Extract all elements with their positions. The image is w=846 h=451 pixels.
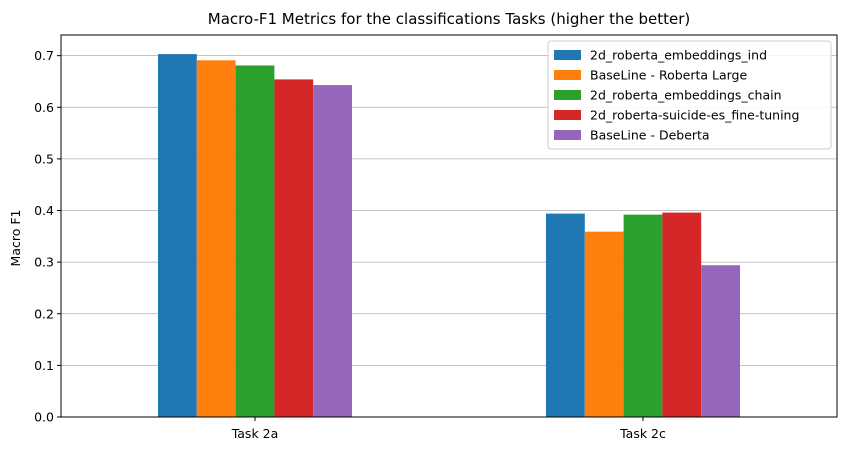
y-tick-label: 0.5	[34, 151, 54, 166]
bar	[584, 231, 624, 417]
bar	[701, 265, 740, 417]
legend-label: 2d_roberta_embeddings_ind	[590, 48, 767, 63]
plot-frame	[60, 34, 838, 418]
bars-group	[158, 54, 740, 418]
bar	[662, 212, 702, 417]
legend-swatch	[554, 70, 581, 80]
bar	[196, 60, 236, 418]
bar	[235, 65, 275, 417]
y-tick-label: 0.4	[34, 203, 54, 218]
bar	[623, 214, 663, 417]
y-axis-label: Macro F1	[8, 210, 23, 267]
legend-swatch	[554, 50, 581, 60]
legend-swatch	[554, 90, 581, 100]
x-tick-label: Task 2a	[231, 426, 279, 441]
y-axis-ticks: 0.0 0.1 0.2 0.3 0.4 0.5 0.6 0.7	[34, 48, 61, 425]
y-tick-label: 0.6	[34, 100, 54, 115]
legend-frame	[547, 40, 832, 150]
y-tick-label: 0.1	[34, 358, 54, 373]
legend-swatch	[554, 110, 581, 120]
y-tick-label: 0.7	[34, 48, 54, 63]
legend-swatch	[554, 130, 581, 140]
bar	[313, 85, 352, 418]
bar	[546, 213, 585, 417]
legend-label: 2d_roberta-suicide-es_fine-tuning	[590, 108, 799, 123]
legend-label: BaseLine - Deberta	[590, 128, 710, 143]
legend-label: 2d_roberta_embeddings_chain	[590, 88, 782, 103]
bar	[158, 54, 197, 417]
bar	[274, 79, 314, 417]
legend-label: BaseLine - Roberta Large	[590, 68, 747, 83]
chart-title: Macro-F1 Metrics for the classifications…	[208, 10, 690, 28]
y-tick-label: 0.3	[34, 255, 54, 270]
x-axis-ticks: Task 2a Task 2c	[231, 417, 666, 441]
y-tick-label: 0.2	[34, 306, 54, 321]
x-tick-label: Task 2c	[619, 426, 666, 441]
y-tick-label: 0.0	[34, 410, 54, 425]
legend: 2d_roberta_embeddings_ind BaseLine - Robe…	[547, 40, 832, 150]
